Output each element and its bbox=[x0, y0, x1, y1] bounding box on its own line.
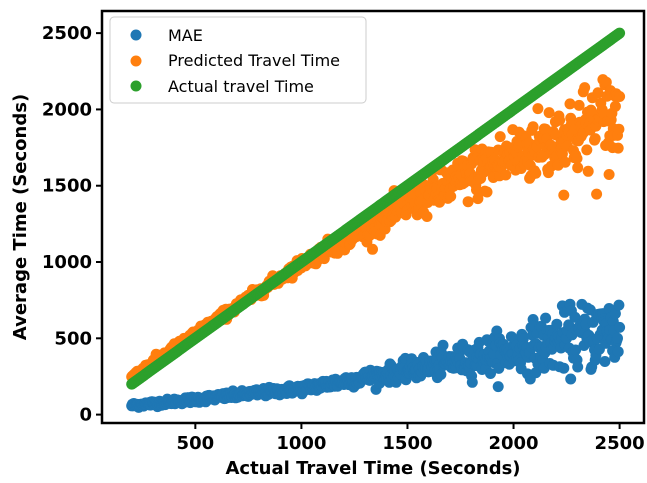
x-axis-ticks: 500 1000 1500 2000 2500 bbox=[177, 423, 645, 454]
point-predicted-travel-time bbox=[559, 156, 571, 168]
x-tick-label: 1500 bbox=[382, 433, 432, 454]
point-predicted-travel-time bbox=[471, 184, 482, 196]
x-tick-label: 500 bbox=[177, 433, 215, 454]
y-tick-label: 1500 bbox=[42, 176, 92, 197]
x-axis-label: Actual Travel Time (Seconds) bbox=[225, 458, 520, 478]
point-mae bbox=[565, 373, 577, 385]
plot-frame bbox=[100, 9, 646, 425]
point-predicted-travel-time bbox=[581, 144, 593, 156]
point-predicted-travel-time bbox=[579, 82, 591, 94]
point-mae bbox=[558, 362, 570, 374]
point-mae bbox=[435, 369, 447, 380]
point-predicted-travel-time bbox=[591, 188, 603, 200]
point-predicted-travel-time bbox=[614, 91, 626, 102]
y-axis-label: Average Time (Seconds) bbox=[10, 94, 31, 340]
point-predicted-travel-time bbox=[582, 165, 594, 177]
y-tick-label: 1000 bbox=[42, 252, 92, 273]
point-mae bbox=[599, 356, 611, 367]
point-predicted-travel-time bbox=[472, 193, 484, 205]
point-mae bbox=[612, 332, 623, 344]
legend-marker-predicted-travel-time bbox=[130, 55, 142, 67]
point-predicted-travel-time bbox=[613, 123, 625, 135]
point-mae bbox=[530, 367, 542, 379]
legend-marker-actual-travel-time bbox=[130, 80, 142, 92]
point-mae bbox=[492, 381, 504, 393]
x-tick-label: 2000 bbox=[488, 433, 538, 454]
point-mae bbox=[437, 339, 449, 351]
point-actual-travel-time bbox=[614, 27, 626, 39]
point-predicted-travel-time bbox=[603, 169, 615, 180]
point-predicted-travel-time bbox=[558, 189, 570, 201]
x-tick-label: 2500 bbox=[595, 433, 645, 454]
point-predicted-travel-time bbox=[571, 153, 583, 164]
point-predicted-travel-time bbox=[530, 167, 542, 179]
point-predicted-travel-time bbox=[421, 211, 433, 222]
point-predicted-travel-time bbox=[462, 196, 474, 208]
point-predicted-travel-time bbox=[609, 100, 621, 112]
y-tick-label: 2000 bbox=[42, 99, 92, 120]
legend-label-actual-travel-time: Actual travel Time bbox=[168, 77, 314, 96]
point-mae bbox=[614, 321, 626, 333]
legend-label-predicted-travel-time: Predicted Travel Time bbox=[168, 51, 340, 70]
y-tick-label: 2500 bbox=[42, 23, 92, 44]
series-mae-points bbox=[126, 298, 626, 413]
point-predicted-travel-time bbox=[589, 133, 601, 145]
point-predicted-travel-time bbox=[445, 190, 457, 202]
point-predicted-travel-time bbox=[612, 142, 624, 154]
point-mae bbox=[466, 376, 478, 388]
y-axis-ticks: 0 500 1000 1500 2000 2500 bbox=[42, 23, 102, 426]
point-predicted-travel-time bbox=[500, 169, 512, 181]
point-predicted-travel-time bbox=[572, 162, 584, 174]
point-mae bbox=[613, 299, 625, 311]
y-tick-label: 500 bbox=[54, 328, 92, 349]
point-predicted-travel-time bbox=[592, 87, 604, 99]
point-mae bbox=[570, 344, 582, 356]
point-predicted-travel-time bbox=[543, 107, 555, 119]
legend: MAE Predicted Travel Time Actual travel … bbox=[109, 16, 367, 104]
point-predicted-travel-time bbox=[527, 121, 539, 133]
legend-box bbox=[109, 16, 367, 104]
point-predicted-travel-time bbox=[573, 99, 585, 111]
x-tick-label: 1000 bbox=[276, 433, 326, 454]
point-mae bbox=[551, 318, 563, 330]
y-tick-label: 0 bbox=[79, 405, 92, 426]
series-actual-travel-time-points bbox=[126, 27, 626, 390]
legend-label-mae: MAE bbox=[168, 26, 203, 45]
point-predicted-travel-time bbox=[554, 114, 566, 126]
point-mae bbox=[572, 361, 584, 373]
point-predicted-travel-time bbox=[600, 76, 612, 88]
point-mae bbox=[612, 346, 624, 358]
point-predicted-travel-time bbox=[494, 131, 506, 143]
point-predicted-travel-time bbox=[532, 103, 544, 115]
legend-marker-mae bbox=[130, 29, 142, 41]
point-mae bbox=[540, 312, 552, 324]
point-mae bbox=[485, 368, 496, 379]
point-predicted-travel-time bbox=[367, 243, 378, 255]
point-mae bbox=[609, 308, 621, 320]
point-predicted-travel-time bbox=[481, 186, 493, 198]
point-predicted-travel-time bbox=[564, 98, 576, 110]
